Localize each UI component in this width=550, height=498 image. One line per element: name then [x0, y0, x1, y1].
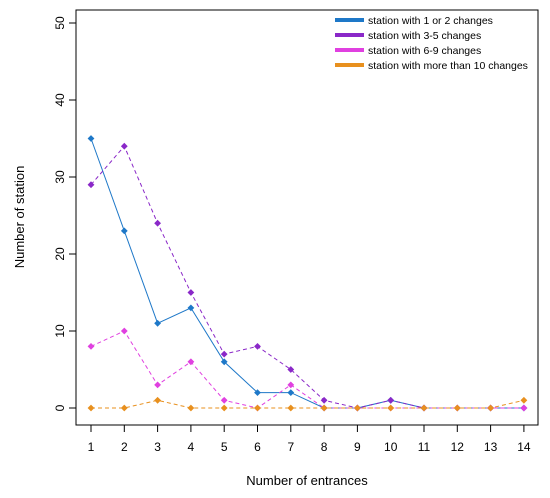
- data-point: [187, 289, 195, 296]
- series-layer: [87, 135, 528, 412]
- x-axis: 1 2 3 4 5 6 7 8 9 10 11 12 13 14: [88, 425, 531, 454]
- x-axis-title: Number of entrances: [246, 473, 368, 488]
- y-tick-label: 0: [53, 404, 67, 411]
- series-4: [87, 396, 528, 412]
- data-point: [354, 404, 361, 412]
- data-point: [254, 404, 261, 412]
- x-tick-label: 8: [321, 440, 328, 454]
- data-point: [520, 404, 528, 412]
- legend-label: station with 1 or 2 changes: [368, 15, 493, 27]
- data-point: [254, 389, 261, 396]
- x-tick-label: 10: [384, 440, 398, 454]
- x-tick-label: 1: [88, 440, 95, 454]
- data-point: [220, 404, 228, 412]
- data-point: [220, 396, 228, 404]
- x-tick-label: 12: [451, 440, 465, 454]
- x-tick-label: 14: [517, 440, 531, 454]
- data-point: [254, 343, 261, 350]
- legend: station with 1 or 2 changes station with …: [335, 15, 528, 72]
- data-point: [220, 358, 228, 366]
- data-point: [520, 396, 528, 404]
- y-tick-label: 40: [53, 93, 67, 107]
- data-point: [154, 219, 161, 227]
- data-point: [287, 389, 295, 396]
- series-line: [90, 330, 524, 409]
- data-point: [287, 404, 295, 412]
- data-point: [120, 327, 128, 335]
- data-point: [387, 396, 395, 404]
- legend-label: station with 3-5 changes: [368, 30, 481, 42]
- series-line: [91, 399, 525, 409]
- x-tick-label: 4: [188, 440, 195, 454]
- y-tick-label: 20: [53, 247, 67, 261]
- data-point: [87, 181, 95, 189]
- plot-frame: [75, 9, 539, 426]
- data-point: [187, 404, 195, 412]
- x-tick-label: 3: [154, 440, 161, 454]
- data-point: [287, 366, 295, 373]
- data-point: [420, 404, 428, 412]
- data-point: [220, 350, 228, 358]
- data-point: [154, 319, 161, 327]
- data-point: [187, 358, 195, 366]
- data-point: [387, 404, 395, 412]
- data-point: [87, 343, 95, 350]
- x-tick-label: 7: [287, 440, 294, 454]
- data-point: [154, 381, 161, 389]
- x-tick-label: 11: [418, 440, 431, 454]
- data-point: [154, 396, 161, 404]
- y-axis: 0 10 20 30 40 50: [53, 16, 76, 411]
- data-point: [120, 404, 128, 412]
- x-tick-label: 6: [254, 440, 261, 454]
- data-point: [120, 227, 128, 235]
- y-tick-label: 10: [53, 324, 67, 338]
- y-tick-label: 50: [53, 16, 67, 30]
- legend-label: station with more than 10 changes: [368, 60, 528, 72]
- data-point: [87, 135, 95, 142]
- data-point: [87, 404, 95, 412]
- data-point: [487, 404, 494, 412]
- x-tick-label: 5: [221, 440, 228, 454]
- x-tick-label: 13: [484, 440, 498, 454]
- data-point: [120, 142, 128, 150]
- x-tick-label: 2: [121, 440, 128, 454]
- x-tick-label: 9: [354, 440, 361, 454]
- y-axis-title: Number of station: [12, 166, 27, 269]
- data-point: [187, 304, 195, 312]
- data-point: [320, 404, 328, 412]
- data-point: [453, 404, 461, 412]
- y-tick-label: 30: [53, 170, 67, 184]
- legend-label: station with 6-9 changes: [368, 45, 481, 57]
- data-point: [287, 381, 295, 389]
- data-point: [320, 396, 328, 404]
